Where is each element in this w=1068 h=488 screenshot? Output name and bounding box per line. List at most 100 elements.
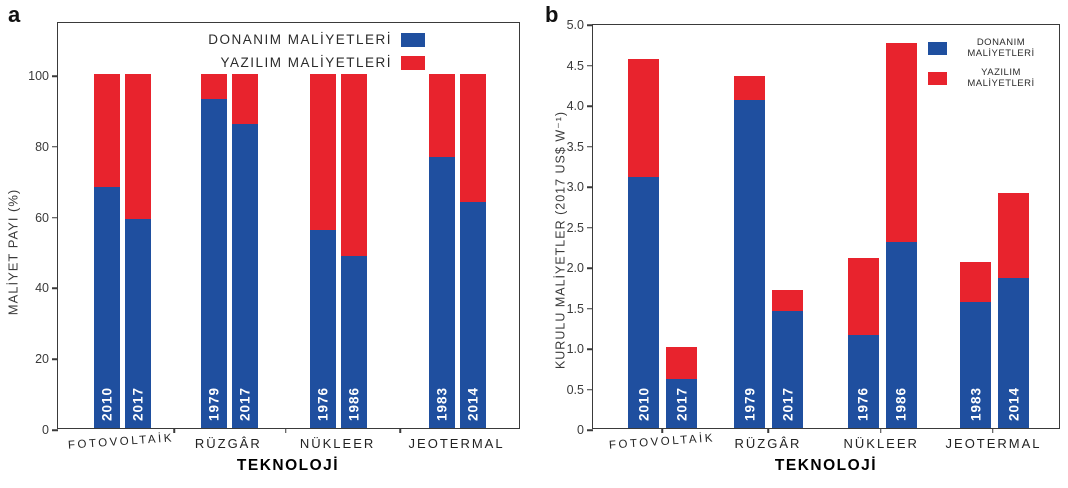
panel-b-letter: b — [545, 2, 559, 27]
y-tick-mark — [587, 307, 593, 310]
x-tick-mark — [767, 428, 769, 433]
hardware-cost-segment — [310, 229, 337, 428]
hardware-cost-segment — [341, 256, 368, 428]
stacked-bar-2017-rüzgâr: 2017 — [231, 74, 258, 428]
bar-year-label: 2014 — [1006, 386, 1022, 421]
software-cost-segment — [429, 74, 456, 158]
category-label-fotovoltai̇k: FOTOVOLTAİK — [608, 432, 716, 452]
panel-b-plot-area: DONANIM MALİYETLERİ YAZILIM MALİYETLERİ 0… — [567, 18, 1060, 437]
stacked-bar-1983-jeotermal: 1983 — [960, 261, 992, 428]
software-legend-swatch — [928, 71, 947, 85]
legend-row: DONANIM MALİYETLERİ — [208, 32, 425, 47]
hardware-cost-segment — [998, 278, 1030, 428]
x-tick-mark — [880, 428, 882, 433]
hardware-cost-segment — [885, 241, 917, 428]
category-label-jeotermal: JEOTERMAL — [945, 436, 1042, 451]
hardware-cost-segment — [124, 219, 151, 428]
software-cost-segment — [666, 347, 698, 380]
software-cost-segment — [93, 74, 120, 188]
y-tick-mark — [52, 358, 58, 360]
hardware-cost-segment — [960, 302, 992, 428]
category-label-jeotermal: JEOTERMAL — [408, 436, 505, 451]
hardware-cost-segment — [93, 187, 120, 428]
panel-a: a MALİYET PAYI (%) DONANIM MALİYETLERİ YA… — [5, 2, 520, 474]
x-tick-mark — [173, 428, 175, 433]
hardware-cost-segment — [200, 98, 227, 428]
legend-row: YAZILIM MALİYETLERİ — [928, 67, 1055, 90]
panel-b-y-axis-label: KURULU MALİYETLER (2017 US$ W⁻¹) — [553, 110, 568, 370]
bar-year-label: 1983 — [434, 386, 450, 421]
panel-a-y-axis-label: MALİYET PAYI (%) — [5, 188, 21, 316]
y-tick-label: 60 — [35, 210, 49, 225]
bar-year-label: 2017 — [780, 386, 796, 421]
bar-year-label: 1986 — [346, 386, 362, 421]
software-cost-segment — [847, 257, 879, 335]
legend-label: DONANIM MALİYETLERİ — [208, 32, 392, 47]
software-cost-segment — [998, 193, 1030, 279]
category-label-nükleer: NÜKLEER — [843, 436, 919, 451]
software-cost-segment — [231, 74, 258, 124]
stacked-bar-2017-fotovoltai̇k: 2017 — [124, 74, 151, 428]
y-tick-label: 3.0 — [566, 180, 584, 194]
software-cost-segment — [460, 74, 487, 202]
y-tick-label: 80 — [35, 139, 49, 154]
hardware-cost-segment — [460, 201, 487, 428]
stacked-bar-1986-nükleer: 1986 — [885, 43, 917, 428]
y-tick-mark — [587, 226, 593, 229]
stacked-bar-1979-rüzgâr: 1979 — [734, 75, 766, 428]
hardware-cost-segment — [628, 176, 660, 428]
stacked-bar-1976-nükleer: 1976 — [310, 74, 337, 428]
y-tick-label: 2.0 — [566, 261, 584, 275]
hardware-cost-segment — [231, 123, 258, 428]
bar-year-label: 2017 — [130, 386, 146, 421]
panel-b-legend: DONANIM MALİYETLERİ YAZILIM MALİYETLERİ — [928, 37, 1055, 90]
hardware-cost-segment — [772, 310, 804, 428]
panel-b-x-axis-title: TEKNOLOJİ — [774, 457, 878, 474]
y-tick-label: 0 — [42, 423, 49, 437]
y-tick-mark — [587, 105, 593, 107]
category-label-nükleer: NÜKLEER — [299, 436, 376, 451]
hardware-cost-segment — [847, 334, 879, 428]
stacked-bar-1983-jeotermal: 1983 — [429, 74, 456, 428]
software-cost-segment — [200, 74, 227, 99]
x-tick-mark — [399, 428, 401, 433]
legend-label: YAZILIM MALİYETLERİ — [220, 55, 392, 70]
software-cost-segment — [124, 74, 151, 220]
y-tick-mark — [587, 388, 593, 391]
y-tick-label: 100 — [28, 69, 49, 84]
stacked-bar-2010-fotovoltai̇k: 2010 — [93, 74, 120, 428]
hardware-cost-segment — [666, 379, 698, 428]
software-cost-segment — [628, 59, 660, 177]
y-tick-mark — [587, 348, 593, 350]
stacked-bar-2017-rüzgâr: 2017 — [772, 290, 804, 428]
y-tick-label: 20 — [35, 352, 49, 367]
bar-year-label: 2010 — [99, 386, 115, 421]
y-tick-mark — [52, 429, 58, 431]
software-cost-segment — [960, 261, 992, 303]
y-tick-mark — [587, 24, 593, 26]
legend-row: YAZILIM MALİYETLERİ — [220, 55, 425, 70]
y-tick-mark — [587, 145, 593, 148]
panel-a-plot-area: DONANIM MALİYETLERİ YAZILIM MALİYETLERİ 0… — [28, 22, 520, 437]
software-cost-segment — [885, 43, 917, 242]
legend-label: YAZILIM MALİYETLERİ — [967, 66, 1035, 90]
panel-a-x-axis-title: TEKNOLOJİ — [236, 457, 340, 474]
stacked-bar-1979-rüzgâr: 1979 — [200, 74, 227, 428]
software-cost-segment — [341, 74, 368, 257]
x-tick-mark — [284, 428, 287, 433]
y-tick-label: 3.5 — [566, 139, 584, 154]
panel-b: b KURULU MALİYETLER (2017 US$ W⁻¹) DONAN… — [534, 0, 1068, 488]
y-tick-mark — [52, 146, 58, 148]
stacked-bar-1976-nükleer: 1976 — [847, 257, 879, 428]
stacked-bar-2014-jeotermal: 2014 — [998, 193, 1030, 428]
y-tick-mark — [52, 287, 58, 290]
y-tick-label: 4.5 — [566, 58, 584, 73]
bar-year-label: 2014 — [465, 386, 481, 421]
stacked-bar-2017-fotovoltai̇k: 2017 — [666, 347, 698, 428]
software-cost-segment — [310, 74, 337, 230]
hardware-legend-swatch — [401, 32, 425, 47]
panel-a-legend: DONANIM MALİYETLERİ YAZILIM MALİYETLERİ — [208, 32, 425, 70]
y-tick-label: 0.5 — [566, 382, 584, 397]
x-tick-mark — [661, 428, 664, 433]
